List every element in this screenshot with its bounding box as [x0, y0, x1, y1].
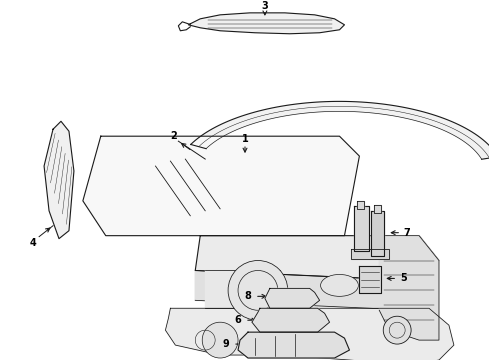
Text: 8: 8: [245, 291, 251, 301]
Polygon shape: [379, 236, 439, 340]
Ellipse shape: [320, 274, 358, 296]
Polygon shape: [354, 206, 369, 251]
Polygon shape: [265, 288, 319, 308]
Text: 9: 9: [223, 339, 229, 349]
Polygon shape: [188, 13, 344, 34]
Polygon shape: [205, 270, 280, 308]
Text: 7: 7: [404, 228, 411, 238]
Polygon shape: [44, 121, 74, 239]
Circle shape: [383, 316, 411, 344]
Text: 2: 2: [170, 131, 177, 141]
Polygon shape: [359, 266, 381, 293]
Polygon shape: [83, 136, 359, 236]
Text: 4: 4: [30, 238, 37, 248]
Text: 5: 5: [400, 274, 407, 283]
Polygon shape: [196, 270, 414, 310]
Circle shape: [228, 261, 288, 320]
Polygon shape: [196, 236, 439, 280]
Polygon shape: [191, 102, 490, 159]
Text: 3: 3: [262, 1, 268, 11]
Polygon shape: [166, 308, 454, 360]
Polygon shape: [357, 201, 365, 209]
Polygon shape: [374, 205, 381, 213]
Circle shape: [202, 322, 238, 358]
Polygon shape: [238, 332, 349, 358]
Polygon shape: [351, 249, 389, 258]
Polygon shape: [252, 308, 330, 332]
Text: 1: 1: [242, 134, 248, 144]
Text: 6: 6: [235, 315, 242, 325]
Polygon shape: [371, 211, 384, 256]
